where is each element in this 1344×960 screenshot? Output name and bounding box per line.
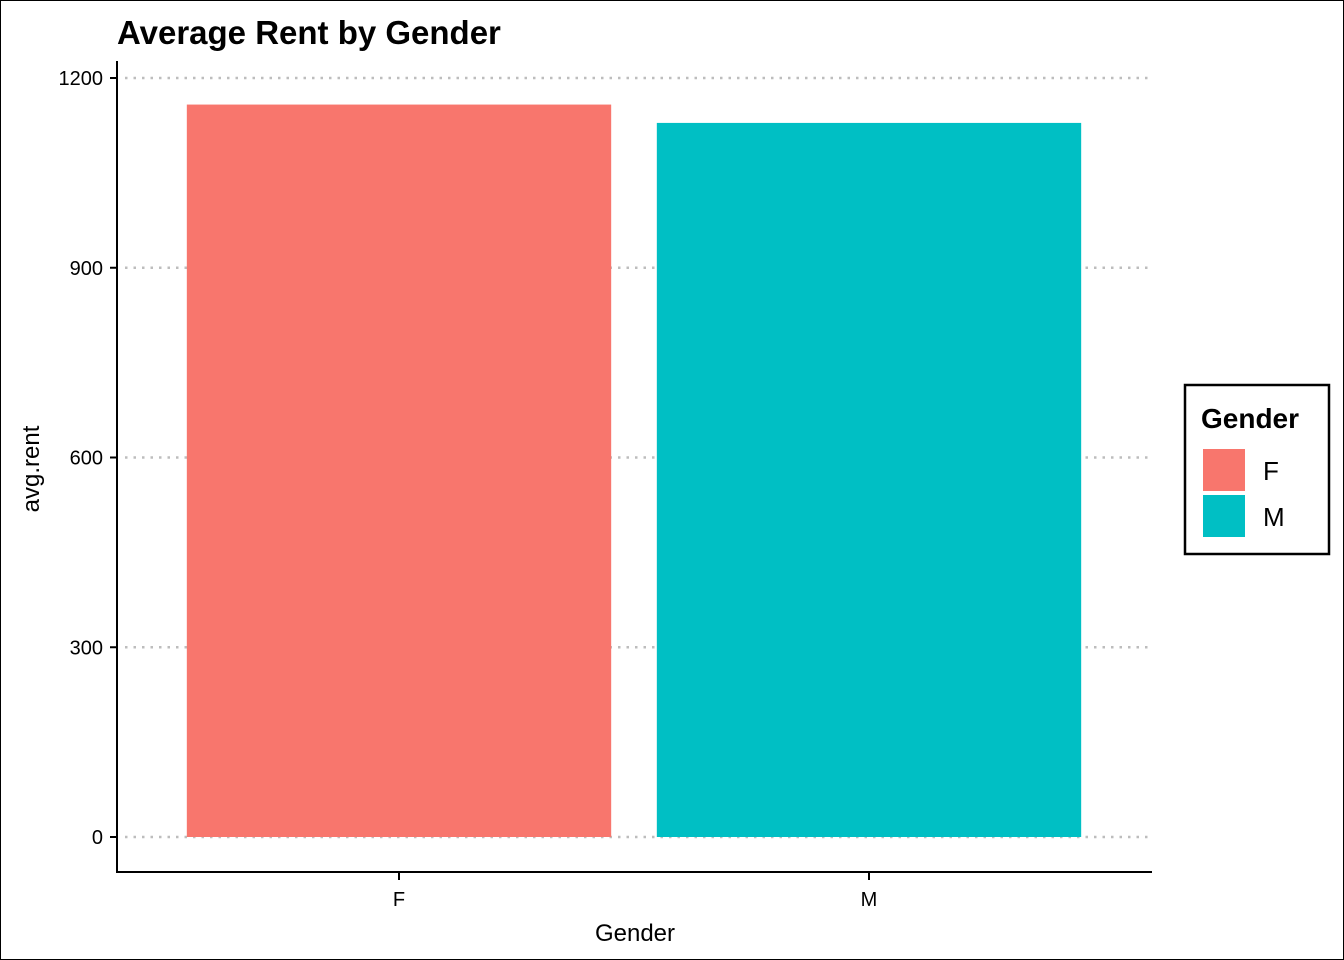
bar-m [656, 122, 1082, 838]
y-tick-label: 300 [70, 637, 103, 659]
y-tick-label: 600 [70, 448, 103, 470]
legend-swatch-m [1203, 495, 1245, 537]
bar-f [186, 104, 612, 837]
y-tick-label: 0 [92, 827, 103, 849]
legend: Gender FM [1183, 383, 1331, 556]
bars [186, 104, 1082, 838]
legend-label-f: F [1263, 456, 1279, 486]
y-tick-label: 1200 [59, 68, 104, 90]
y-tick-labels: 0 300 600 900 1200 [59, 68, 104, 849]
chart-title: Average Rent by Gender [117, 14, 501, 51]
x-axis-title: Gender [595, 920, 675, 947]
legend-label-m: M [1263, 502, 1285, 532]
x-tick-label: F [393, 889, 405, 911]
legend-entries: FM [1203, 449, 1285, 537]
x-tick-label: M [861, 889, 878, 911]
y-axis-title: avg.rent [18, 425, 45, 512]
axes [110, 61, 1152, 880]
legend-swatch-f [1203, 449, 1245, 491]
legend-title: Gender [1201, 403, 1299, 434]
y-tick-label: 900 [70, 258, 103, 280]
